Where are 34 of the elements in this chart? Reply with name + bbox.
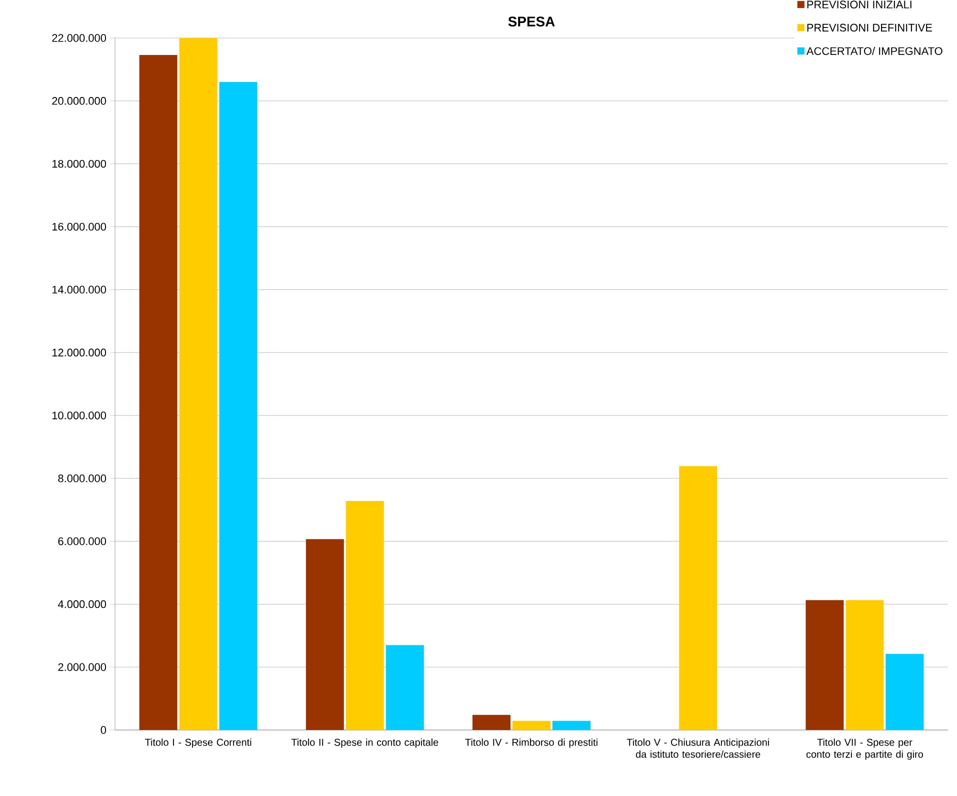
legend-label: PREVISIONI INIZIALI <box>807 0 912 8</box>
bar <box>219 82 258 730</box>
y-tick-label: 14.000.000 <box>52 286 106 294</box>
y-tick-label: 0 <box>100 726 106 734</box>
y-tick-label: 2.000.000 <box>58 663 106 671</box>
y-tick-label: 10.000.000 <box>52 412 106 420</box>
bar <box>512 720 551 730</box>
x-tick-label: Titolo VII - Spese per conto terzi e partite di giro <box>806 738 923 760</box>
bar <box>679 466 718 730</box>
bar <box>179 38 218 730</box>
bar <box>886 654 924 730</box>
y-tick-label: 4.000.000 <box>58 600 106 608</box>
bar <box>552 720 590 730</box>
x-tick-label: Titolo V - Chiusura Anticipazioni da istituto tesoriere/cassiere <box>626 738 769 758</box>
y-tick-label: 6.000.000 <box>58 537 106 546</box>
bar <box>346 501 384 730</box>
chart-title: SPESA <box>508 16 555 26</box>
y-tick-label: 18.000.000 <box>52 160 106 168</box>
y-tick-label: 16.000.000 <box>52 222 106 231</box>
x-tick-label: Titolo II - Spese in conto capitale <box>291 738 438 748</box>
y-tick-label: 22.000.000 <box>52 34 106 42</box>
bar <box>806 600 844 730</box>
x-tick-label: Titolo I - Spese Correnti <box>145 738 252 748</box>
legend-label: ACCERTATO/ IMPEGNATO <box>806 46 942 55</box>
bar <box>472 714 511 730</box>
legend-label: PREVISIONI DEFINITIVE <box>807 24 932 32</box>
bar <box>846 600 884 730</box>
x-tick-label: Titolo IV - Rimborso di prestiti <box>465 738 598 748</box>
y-tick-label: 20.000.000 <box>52 97 106 105</box>
bar <box>139 54 178 730</box>
y-tick-label: 12.000.000 <box>52 348 106 356</box>
y-tick-label: 8.000.000 <box>58 474 106 482</box>
bar <box>386 645 424 730</box>
bar <box>306 539 344 730</box>
